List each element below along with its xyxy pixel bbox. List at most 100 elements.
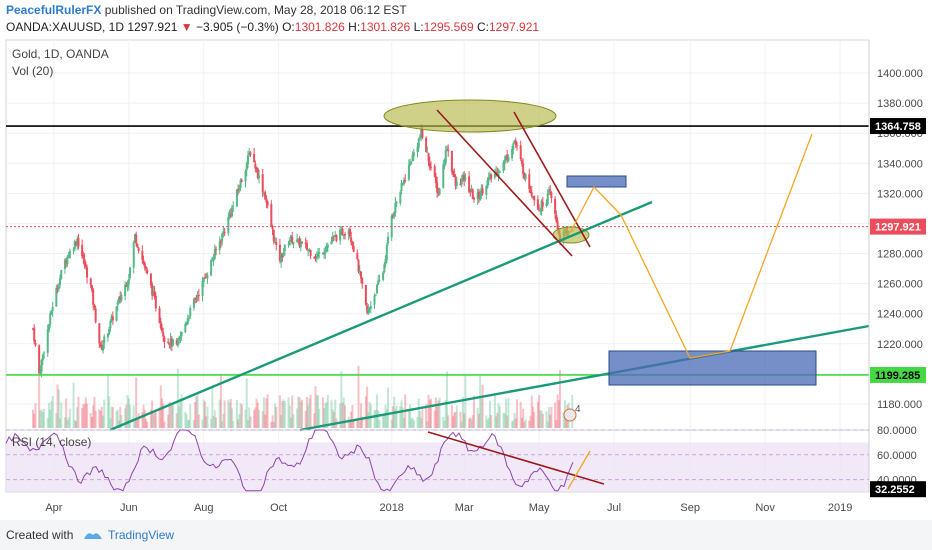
volume-bar	[272, 421, 275, 428]
candle-body	[486, 179, 489, 188]
candle-body	[407, 164, 410, 180]
volume-bar	[486, 419, 489, 428]
candle-body	[141, 250, 144, 260]
volume-bar	[433, 410, 436, 428]
candle-body	[340, 229, 343, 231]
candle-body	[409, 162, 412, 166]
volume-bar	[420, 417, 423, 428]
candle-body	[132, 242, 135, 268]
candle-body	[556, 220, 559, 230]
candle-body	[159, 321, 162, 329]
rsi-projection	[567, 450, 591, 490]
time-tick-label: Jul	[607, 502, 621, 514]
candle-body	[547, 190, 550, 194]
candle-body	[203, 277, 206, 279]
candle-body	[426, 152, 429, 154]
price-tick-label: 1180.000	[877, 399, 922, 411]
low-value: 1295.569	[423, 20, 474, 34]
candle-body	[459, 183, 462, 186]
volume-bar	[357, 365, 360, 428]
volume-bar	[459, 411, 462, 428]
candle-body	[89, 278, 92, 286]
volume-bar	[170, 405, 173, 428]
candle-body	[106, 333, 109, 338]
candle-body	[516, 145, 519, 147]
candle-body	[239, 179, 242, 188]
volume-bar	[411, 417, 414, 428]
candle-body	[461, 174, 464, 180]
candle-body	[120, 295, 123, 301]
tradingview-brand-link[interactable]: TradingView	[108, 528, 175, 542]
volume-bar	[281, 400, 284, 428]
channel-lower-line	[513, 111, 591, 248]
candle-body	[218, 241, 221, 251]
volume-bar	[497, 403, 500, 428]
candle-body	[258, 175, 261, 179]
volume-bar	[81, 408, 84, 428]
volume-bar	[169, 402, 172, 428]
volume-bar	[375, 394, 378, 428]
volume-bar	[129, 404, 132, 428]
volume-bar	[460, 421, 463, 428]
candle-body	[296, 239, 299, 242]
volume-bar	[254, 407, 257, 428]
volume-bar	[454, 411, 457, 428]
candle-body	[315, 255, 318, 258]
candle-body	[476, 193, 479, 199]
volume-bar	[143, 410, 146, 428]
candle-body	[504, 156, 507, 160]
candle-body	[246, 155, 249, 165]
candle-body	[176, 339, 179, 346]
volume-bar	[418, 411, 421, 428]
candle-body	[90, 284, 93, 291]
volume-bar	[33, 414, 36, 428]
volume-bar	[201, 419, 204, 428]
candle-body	[72, 249, 75, 251]
price-axis[interactable]: 1180.0001200.0001220.0001240.0001260.000…	[868, 40, 926, 492]
candle-body	[102, 344, 105, 351]
author-link[interactable]: PeacefulRulerFX	[6, 3, 102, 17]
volume-bar	[111, 407, 114, 428]
time-axis[interactable]: Apr Jun Aug Oct 2018 Mar May Jul Sep Nov 2019	[45, 502, 852, 514]
volume-bar	[158, 407, 161, 428]
candle-body	[170, 338, 173, 347]
candle-body	[442, 164, 445, 188]
volume-bar	[539, 410, 542, 428]
volume-bar	[421, 409, 424, 428]
volume-bar	[292, 414, 295, 428]
candle-body	[175, 340, 178, 345]
volume-bar	[39, 410, 42, 428]
candle-body	[227, 216, 230, 233]
volume-bar	[506, 415, 509, 428]
candle-body	[454, 176, 457, 187]
candle-body	[223, 231, 226, 233]
volume-bar	[206, 406, 209, 428]
open-value: 1301.826	[294, 20, 345, 34]
candle-body	[445, 148, 448, 150]
candle-body	[480, 188, 483, 196]
candle-body	[184, 323, 187, 333]
candle-body	[374, 294, 377, 296]
candle-body	[249, 152, 252, 155]
volume-bar	[409, 403, 412, 428]
volume-bar	[519, 402, 522, 428]
volume-bar	[480, 398, 483, 428]
volume-bar	[94, 410, 97, 428]
volume-bar	[258, 409, 261, 428]
volume-bar	[314, 386, 317, 428]
candle-body	[109, 320, 112, 329]
volume-bar	[205, 416, 208, 428]
volume-bar	[507, 398, 510, 428]
volume-bar	[185, 414, 188, 428]
candle-body	[264, 192, 267, 200]
chart-header: PeacefulRulerFX published on TradingView…	[0, 0, 932, 38]
candle-body	[282, 252, 285, 256]
candle-body	[38, 345, 41, 374]
candle-body	[313, 256, 316, 259]
candle-body	[308, 249, 311, 251]
candle-body	[464, 177, 467, 180]
price-label-bg	[870, 218, 926, 235]
volume-bar	[530, 395, 533, 428]
volume-bar	[468, 418, 471, 428]
